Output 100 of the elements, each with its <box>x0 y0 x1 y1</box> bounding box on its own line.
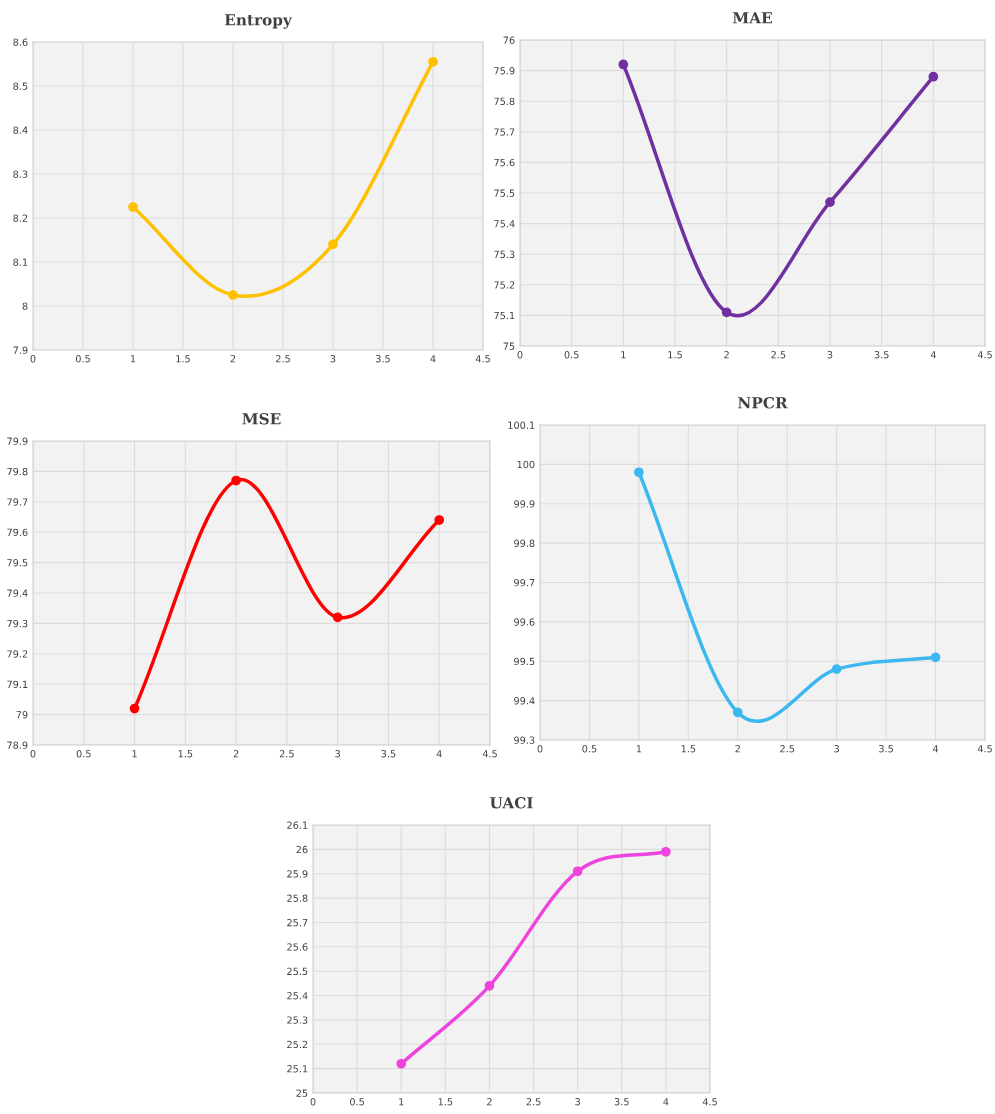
x-tick-label: 1 <box>399 1098 404 1106</box>
x-tick-label: 2 <box>487 1098 492 1106</box>
y-tick-label: 100.1 <box>508 421 535 429</box>
x-tick-label: 3 <box>834 745 839 753</box>
point <box>831 664 842 674</box>
x-tick-label: 0.5 <box>75 355 90 363</box>
point <box>825 197 835 208</box>
point <box>928 71 939 82</box>
y-tick-label: 25.1 <box>287 1065 308 1073</box>
x-tick-label: 2 <box>735 745 740 753</box>
y-tick-label: 25.6 <box>287 943 308 951</box>
point <box>231 475 241 486</box>
point <box>618 59 629 70</box>
y-tick-label: 75.4 <box>494 220 515 228</box>
y-tick-label: 79.9 <box>7 437 28 445</box>
x-tick-label: 4.5 <box>977 351 992 359</box>
x-tick-label: 2 <box>233 750 239 758</box>
x-tick-label: 3.5 <box>376 355 390 363</box>
x-tick-label: 2 <box>230 355 236 363</box>
y-tick-label: 25.3 <box>287 1016 308 1024</box>
y-tick-label: 25.8 <box>287 894 308 902</box>
x-tick-label: 4.5 <box>482 750 497 758</box>
x-tick-label: 0.5 <box>350 1098 364 1106</box>
y-tick-label: 78.9 <box>7 741 28 749</box>
x-tick-label: 1 <box>636 745 642 753</box>
x-tick-label: 4 <box>430 355 436 363</box>
y-tick-label: 25.5 <box>287 967 308 976</box>
x-tick-label: 1.5 <box>178 750 193 758</box>
x-tick-label: 1.5 <box>176 355 190 363</box>
point <box>428 56 438 67</box>
y-tick-label: 79.6 <box>7 528 28 537</box>
x-tick-label: 3 <box>575 1098 580 1106</box>
x-tick-label: 3 <box>330 355 336 363</box>
y-tick-label: 99.8 <box>514 539 535 547</box>
y-tick-label: 8.1 <box>13 258 28 266</box>
y-tick-label: 76 <box>503 36 515 44</box>
y-tick-label: 79 <box>16 711 28 719</box>
point <box>484 980 495 991</box>
y-tick-label: 25 <box>296 1089 308 1097</box>
y-tick-label: 79.5 <box>7 559 28 567</box>
y-tick-label: 75.8 <box>494 97 515 106</box>
y-tick-label: 75 <box>503 342 515 350</box>
chart-title: UACI <box>490 796 533 809</box>
y-tick-label: 79.1 <box>7 680 28 689</box>
x-tick-label: 0.5 <box>76 750 91 758</box>
x-tick-label: 0 <box>30 750 36 758</box>
x-tick-label: 2.5 <box>275 355 290 363</box>
point <box>434 515 445 525</box>
y-tick-label: 100 <box>517 460 535 469</box>
x-tick-label: 1.5 <box>438 1098 453 1106</box>
y-tick-label: 99.3 <box>514 736 535 744</box>
x-tick-label: 0.5 <box>564 351 579 359</box>
y-tick-label: 25.4 <box>287 992 308 1000</box>
y-tick-label: 75.3 <box>494 250 515 259</box>
y-tick-label: 25.7 <box>287 918 308 927</box>
y-tick-label: 99.9 <box>514 500 535 508</box>
x-tick-label: 4.5 <box>475 355 490 363</box>
point <box>661 846 671 857</box>
x-tick-label: 1.5 <box>681 745 696 753</box>
point <box>572 866 583 877</box>
y-tick-label: 25.9 <box>287 870 308 878</box>
x-tick-label: 3.5 <box>381 750 396 758</box>
chart-title: Entropy <box>224 14 293 29</box>
chart-title: MAE <box>732 12 772 24</box>
point <box>129 703 140 714</box>
y-tick-label: 99.4 <box>514 697 535 705</box>
x-tick-label: 0.5 <box>582 745 597 753</box>
y-tick-label: 75.7 <box>494 128 515 136</box>
y-tick-label: 79.8 <box>7 467 28 476</box>
x-tick-label: 1 <box>621 351 626 359</box>
x-tick-label: 2 <box>724 351 729 359</box>
y-tick-label: 99.5 <box>514 657 535 666</box>
y-tick-label: 8.4 <box>13 126 28 134</box>
y-tick-label: 8 <box>22 302 28 310</box>
y-tick-label: 8.3 <box>13 170 28 178</box>
point <box>332 612 343 623</box>
y-tick-label: 25.2 <box>287 1040 308 1049</box>
x-tick-label: 4 <box>663 1098 669 1106</box>
y-tick-label: 26 <box>296 845 308 854</box>
x-tick-label: 2.5 <box>526 1098 541 1106</box>
y-tick-label: 99.7 <box>514 578 535 587</box>
x-tick-label: 0 <box>30 355 36 363</box>
x-tick-label: 4.5 <box>702 1098 717 1106</box>
x-tick-label: 1.5 <box>668 351 682 359</box>
y-tick-label: 75.5 <box>494 189 515 197</box>
y-tick-label: 26.1 <box>287 821 308 829</box>
y-tick-label: 8.5 <box>13 82 28 90</box>
x-tick-label: 2.5 <box>771 351 786 359</box>
x-tick-label: 1 <box>132 750 137 758</box>
point <box>328 239 338 250</box>
y-tick-label: 99.6 <box>514 618 535 626</box>
point <box>634 467 644 478</box>
point <box>721 307 732 318</box>
x-tick-label: 1 <box>130 355 136 363</box>
y-tick-label: 7.9 <box>13 346 28 354</box>
point <box>732 707 743 718</box>
chart-title: NPCR <box>738 396 788 409</box>
y-tick-label: 75.1 <box>494 312 515 320</box>
x-tick-label: 2.5 <box>780 745 795 753</box>
x-tick-label: 4.5 <box>977 745 992 753</box>
